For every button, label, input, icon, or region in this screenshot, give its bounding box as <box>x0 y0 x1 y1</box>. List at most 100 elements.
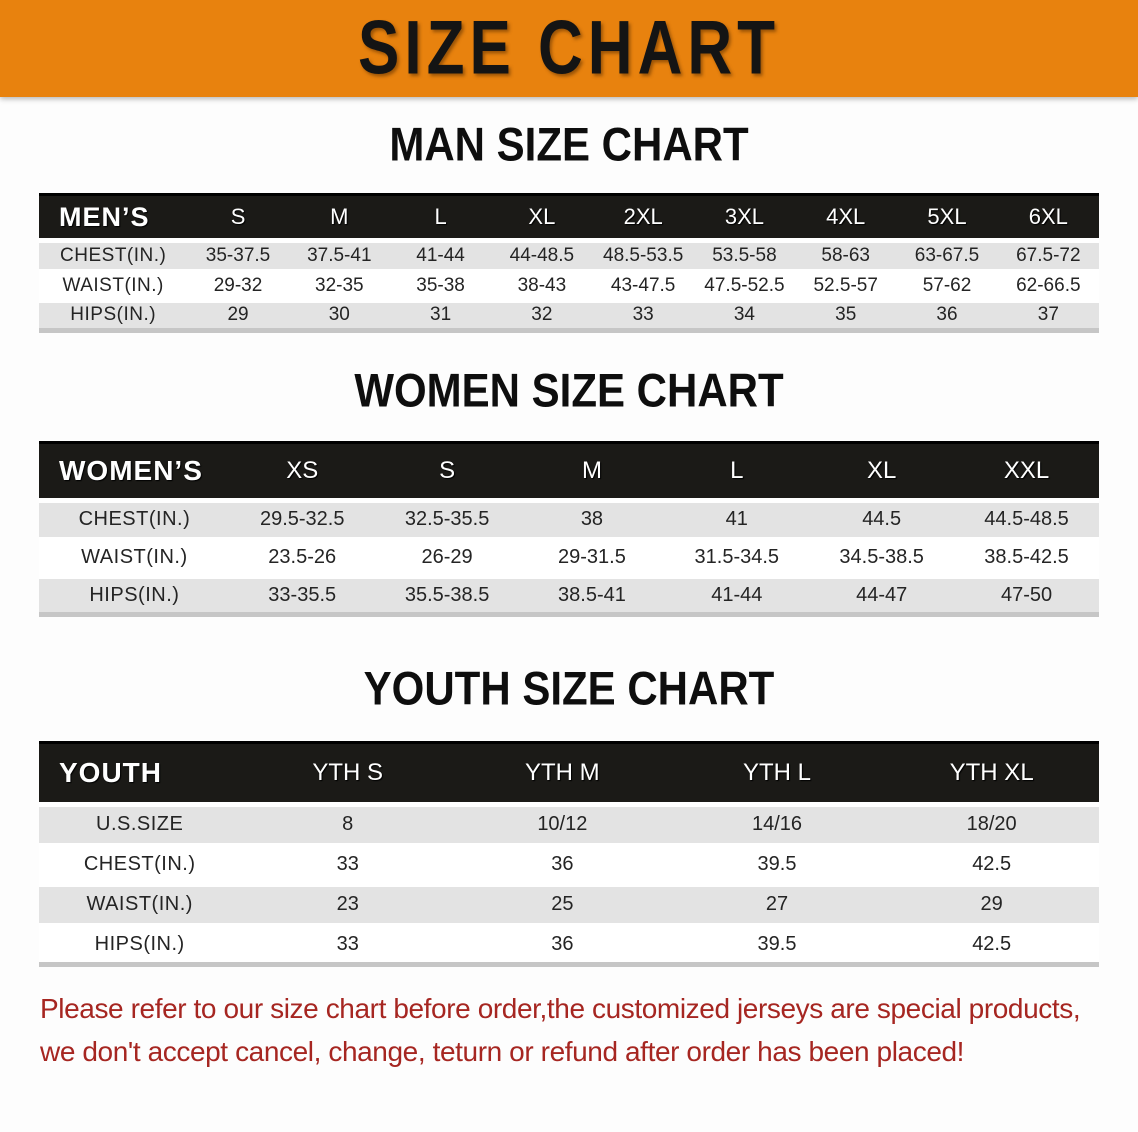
measure-value-cell: 44.5-48.5 <box>954 498 1099 541</box>
disclaimer-line-1: Please refer to our size chart before or… <box>40 993 1081 1024</box>
measure-value-cell: 38.5-42.5 <box>954 538 1099 579</box>
table-group-label: YOUTH <box>39 741 241 806</box>
measure-value-cell: 31 <box>389 300 492 333</box>
measure-value-cell: 34 <box>693 300 796 333</box>
measure-value-cell: 26-29 <box>374 538 520 579</box>
measure-value-cell: 44.5 <box>809 498 955 541</box>
measure-value-cell: 52.5-57 <box>795 270 897 303</box>
measure-value-cell: 29.5-32.5 <box>229 498 375 541</box>
measure-row-label: CHEST(IN.) <box>39 844 241 887</box>
measure-value-cell: 37 <box>997 300 1099 333</box>
measure-value-cell: 43-47.5 <box>592 270 694 303</box>
disclaimer: Please refer to our size chart before or… <box>40 987 1108 1074</box>
measure-value-cell: 31.5-34.5 <box>664 538 810 579</box>
size-column-header: L <box>389 193 492 242</box>
measure-value-cell: 35 <box>795 300 897 333</box>
table-row: CHEST(IN.) 35-37.5 37.5-41 41-44 44-48.5 48.5… <box>39 238 1099 273</box>
size-column-header: M <box>519 441 665 502</box>
measure-value-cell: 38.5-41 <box>519 576 665 617</box>
measure-value-cell: 62-66.5 <box>997 270 1099 303</box>
measure-value-cell: 29 <box>884 884 1099 927</box>
measure-value-cell: 18/20 <box>884 802 1099 847</box>
size-table-header-row: WOMEN’S XS S M L XL XXL <box>39 441 1099 502</box>
measure-value-cell: 34.5-38.5 <box>809 538 955 579</box>
measure-row-label: CHEST(IN.) <box>39 238 188 273</box>
size-column-header: YTH M <box>455 741 670 806</box>
size-column-header: YTH L <box>669 741 885 806</box>
measure-value-cell: 10/12 <box>455 802 670 847</box>
measure-value-cell: 27 <box>669 884 885 927</box>
table-row: HIPS(IN.) 29 30 31 32 33 34 35 36 37 <box>39 300 1099 333</box>
measure-value-cell: 42.5 <box>884 924 1099 967</box>
measure-row-label: WAIST(IN.) <box>39 270 188 303</box>
youth-size-chart-section: YOUTH SIZE CHART YOUTH YTH S YTH M YTH L YTH… <box>0 662 1138 967</box>
women-size-table: WOMEN’S XS S M L XL XXL CHEST(IN.) 29.5-32.5 32.5… <box>39 441 1099 617</box>
measure-value-cell: 33 <box>240 924 456 967</box>
size-table-header-row: MEN’S S M L XL 2XL 3XL 4XL 5XL 6XL <box>39 193 1099 242</box>
measure-value-cell: 29-32 <box>187 270 289 303</box>
measure-value-cell: 32-35 <box>288 270 390 303</box>
banner: SIZE CHART <box>0 0 1138 97</box>
measure-value-cell: 29-31.5 <box>519 538 665 579</box>
disclaimer-line-2: we don't accept cancel, change, teturn o… <box>40 1036 965 1068</box>
size-column-header: M <box>288 193 390 242</box>
measure-value-cell: 14/16 <box>669 802 885 847</box>
measure-value-cell: 39.5 <box>669 924 885 967</box>
table-row: WAIST(IN.) 23.5-26 26-29 29-31.5 31.5-34.5 34… <box>39 538 1099 579</box>
measure-value-cell: 36 <box>455 844 670 887</box>
measure-row-label: HIPS(IN.) <box>39 576 230 617</box>
table-row: CHEST(IN.) 29.5-32.5 32.5-35.5 38 41 44.5 44.5… <box>39 498 1099 541</box>
measure-value-cell: 33 <box>592 300 694 333</box>
youth-size-table: YOUTH YTH S YTH M YTH L YTH XL U.S.SIZE 8 10/12… <box>39 741 1099 967</box>
size-column-header: XL <box>809 441 955 502</box>
man-size-table: MEN’S S M L XL 2XL 3XL 4XL 5XL 6XL CHEST(IN.) 35-37… <box>39 193 1099 333</box>
size-column-header: 3XL <box>693 193 796 242</box>
youth-size-chart-heading: YOUTH SIZE CHART <box>363 662 775 715</box>
table-group-label: MEN’S <box>39 193 188 242</box>
measure-value-cell: 23.5-26 <box>229 538 375 579</box>
measure-row-label: HIPS(IN.) <box>39 924 241 967</box>
measure-value-cell: 36 <box>896 300 998 333</box>
measure-value-cell: 47.5-52.5 <box>693 270 796 303</box>
size-column-header: 4XL <box>795 193 897 242</box>
size-column-header: XS <box>229 441 375 502</box>
measure-value-cell: 67.5-72 <box>997 238 1099 273</box>
measure-row-label: WAIST(IN.) <box>39 884 241 927</box>
measure-value-cell: 35-38 <box>389 270 492 303</box>
table-group-label: WOMEN’S <box>39 441 230 502</box>
page-title: SIZE CHART <box>358 6 780 91</box>
measure-value-cell: 41-44 <box>664 576 810 617</box>
measure-value-cell: 23 <box>240 884 456 927</box>
measure-value-cell: 30 <box>288 300 390 333</box>
size-column-header: 2XL <box>592 193 694 242</box>
measure-value-cell: 42.5 <box>884 844 1099 887</box>
table-row: U.S.SIZE 8 10/12 14/16 18/20 <box>39 802 1099 847</box>
size-column-header: YTH S <box>240 741 456 806</box>
size-column-header: S <box>187 193 289 242</box>
table-row: HIPS(IN.) 33-35.5 35.5-38.5 38.5-41 41-44 44-… <box>39 576 1099 617</box>
man-size-chart-section: MAN SIZE CHART MEN’S S M L XL 2XL 3XL 4XL 5XL 6XL… <box>0 118 1138 333</box>
size-column-header: YTH XL <box>884 741 1099 806</box>
size-table-header-row: YOUTH YTH S YTH M YTH L YTH XL <box>39 741 1099 806</box>
size-column-header: XXL <box>954 441 1099 502</box>
size-column-header: S <box>374 441 520 502</box>
size-column-header: L <box>664 441 810 502</box>
measure-value-cell: 29 <box>187 300 289 333</box>
measure-value-cell: 63-67.5 <box>896 238 998 273</box>
measure-value-cell: 44-47 <box>809 576 955 617</box>
measure-value-cell: 39.5 <box>669 844 885 887</box>
measure-value-cell: 47-50 <box>954 576 1099 617</box>
women-size-chart-section: WOMEN SIZE CHART WOMEN’S XS S M L XL XXL CHEST(… <box>0 364 1138 617</box>
size-column-header: 5XL <box>896 193 998 242</box>
table-row: HIPS(IN.) 33 36 39.5 42.5 <box>39 924 1099 967</box>
man-size-chart-heading: MAN SIZE CHART <box>389 118 749 171</box>
measure-value-cell: 32 <box>491 300 593 333</box>
measure-row-label: WAIST(IN.) <box>39 538 230 579</box>
size-column-header: XL <box>491 193 593 242</box>
measure-value-cell: 32.5-35.5 <box>374 498 520 541</box>
measure-value-cell: 57-62 <box>896 270 998 303</box>
table-row: WAIST(IN.) 29-32 32-35 35-38 38-43 43-47.5 47.… <box>39 270 1099 303</box>
measure-value-cell: 8 <box>240 802 456 847</box>
measure-value-cell: 37.5-41 <box>288 238 390 273</box>
measure-value-cell: 38 <box>519 498 665 541</box>
